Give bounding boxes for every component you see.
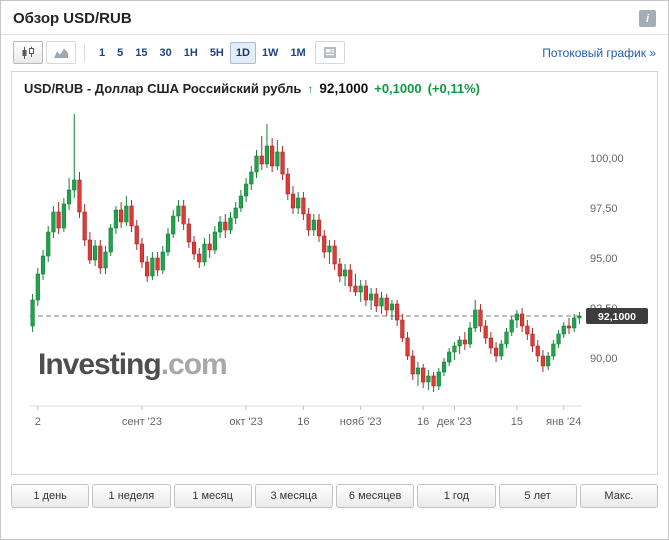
range-button-4[interactable]: 3 месяца <box>254 484 333 508</box>
toolbar-divider <box>84 43 85 62</box>
svg-text:дек '23: дек '23 <box>437 416 472 428</box>
interval-1M[interactable]: 1M <box>284 42 311 64</box>
news-glyph <box>323 47 336 58</box>
interval-5H[interactable]: 5H <box>204 42 230 64</box>
svg-text:янв '24: янв '24 <box>546 416 581 428</box>
svg-text:92,1000: 92,1000 <box>598 311 636 323</box>
svg-text:сент '23: сент '23 <box>122 416 162 428</box>
svg-text:15: 15 <box>511 416 523 428</box>
range-button-2[interactable]: 1 неделя <box>92 484 171 508</box>
range-button-8[interactable]: Макс. <box>579 484 658 508</box>
info-icon[interactable]: i <box>639 10 656 27</box>
candlestick-chart-icon[interactable] <box>13 41 43 64</box>
svg-text:нояб '23: нояб '23 <box>340 416 382 428</box>
chart-toolbar: 1 5 15 30 1H 5H 1D 1W 1M Потоковый график » <box>1 35 668 69</box>
chart-panel: USD/RUB - Доллар США Российский рубль ↑ … <box>11 71 658 475</box>
range-button-7[interactable]: 5 лет <box>498 484 577 508</box>
quote-line: USD/RUB - Доллар США Российский рубль ↑ … <box>24 81 657 96</box>
page-title: Обзор USD/RUB <box>13 10 132 27</box>
interval-1[interactable]: 1 <box>93 42 111 64</box>
interval-5[interactable]: 5 <box>111 42 129 64</box>
svg-text:95,00: 95,00 <box>590 253 618 265</box>
price-change-pct: (+0,11%) <box>427 81 480 96</box>
range-button-6[interactable]: 1 год <box>417 484 496 508</box>
price-change: +0,1000 <box>374 81 422 96</box>
interval-1H[interactable]: 1H <box>178 42 204 64</box>
svg-text:окт '23: окт '23 <box>229 416 262 428</box>
candlestick-glyph <box>22 46 34 59</box>
svg-text:97,50: 97,50 <box>590 203 618 215</box>
news-icon[interactable] <box>314 41 345 64</box>
instrument-name: USD/RUB - Доллар США Российский рубль <box>24 81 302 96</box>
last-price: 92,1000 <box>319 81 369 96</box>
svg-text:2: 2 <box>35 416 41 428</box>
svg-text:90,00: 90,00 <box>590 353 618 365</box>
svg-text:100,00: 100,00 <box>590 153 624 165</box>
range-buttons: 1 день 1 неделя 1 месяц 3 месяца 6 месяцев 1 … <box>11 484 658 508</box>
widget-header: Обзор USD/RUB i <box>1 1 668 35</box>
interval-30[interactable]: 30 <box>154 42 178 64</box>
interval-1W[interactable]: 1W <box>256 42 285 64</box>
area-chart-icon[interactable] <box>46 41 76 64</box>
range-button-5[interactable]: 6 месяцев <box>336 484 415 508</box>
area-chart-glyph <box>54 48 68 58</box>
streaming-chart-link-label: Потоковый график » <box>542 45 656 60</box>
range-button-3[interactable]: 1 месяц <box>173 484 252 508</box>
svg-text:16: 16 <box>417 416 429 428</box>
streaming-chart-link[interactable]: Потоковый график » <box>542 46 656 60</box>
interval-1D[interactable]: 1D <box>229 41 256 64</box>
interval-15[interactable]: 15 <box>129 42 153 64</box>
up-arrow-icon: ↑ <box>307 82 314 96</box>
interval-group: 1 5 15 30 1H 5H 1D 1W 1M <box>93 41 312 64</box>
range-button-1[interactable]: 1 день <box>11 484 90 508</box>
svg-text:16: 16 <box>297 416 309 428</box>
